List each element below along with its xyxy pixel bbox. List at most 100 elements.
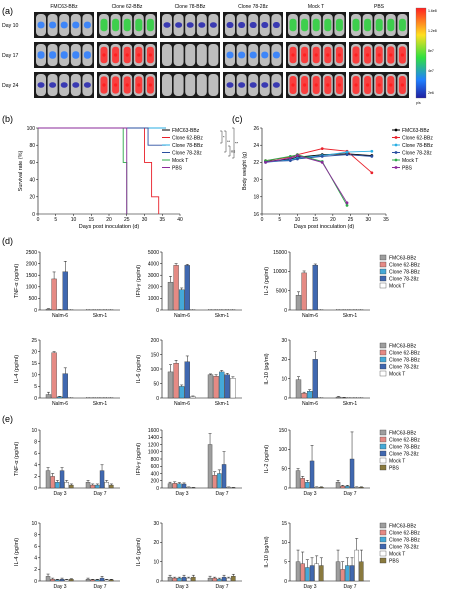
bar — [212, 577, 217, 582]
colorbar-mid2-label: 8e7 — [428, 49, 434, 53]
bar — [231, 575, 236, 582]
x-tick-label: 20 — [106, 217, 112, 223]
panel-label-c: (c) — [232, 114, 243, 124]
bioluminescence-signal — [226, 51, 234, 59]
data-point — [370, 171, 374, 175]
data-point — [288, 156, 292, 160]
bar — [109, 484, 114, 489]
panel-a-imaging: FMC63-BBz Clone 62-BBz Clone 78-BBz Clone 7… — [2, 4, 409, 98]
legend-swatch — [379, 464, 387, 471]
legend-label: Mock T — [389, 551, 405, 557]
bioluminescence-signal — [335, 18, 343, 32]
bioluminescence-hotspot — [291, 83, 295, 87]
bar — [217, 578, 222, 582]
data-point — [370, 149, 374, 153]
legend-swatch — [379, 543, 387, 550]
panel-b-survival: 0 5 10 15 20 25 30 35 40 0 20 40 60 80 100 Days post in… — [18, 126, 239, 230]
bioluminescence-signal — [289, 18, 297, 32]
bioluminescence-signal — [163, 22, 171, 28]
bar — [95, 579, 100, 582]
x-tick-label: Day 7 — [93, 584, 106, 590]
y-tick-label: 50 — [153, 381, 159, 387]
data-point — [288, 159, 292, 163]
x-axis-label: Days post inoculation (d) — [294, 224, 355, 230]
x-tick-label: 25 — [124, 217, 130, 223]
mouse-silhouette — [173, 74, 184, 96]
bar — [212, 475, 217, 489]
y-tick-label: 30 — [281, 338, 287, 344]
bar — [51, 278, 57, 311]
y-tick-label: 0 — [34, 396, 37, 402]
y-axis-label: IL-10 (pg/ml) — [264, 536, 270, 567]
y-tick-label: 22 — [253, 160, 259, 166]
significance-bracket — [220, 130, 223, 144]
y-tick-label: 10 — [281, 540, 287, 546]
legend-label: Clone 62-BBz — [389, 437, 420, 443]
legend-label: Clone 78-BBz — [389, 357, 420, 363]
legend-swatch — [379, 450, 387, 457]
bar — [345, 565, 350, 582]
panel-label-b: (b) — [2, 114, 13, 124]
legend-swatch — [379, 522, 387, 529]
bar — [184, 265, 190, 311]
bioluminescence-signal — [364, 18, 372, 32]
bioluminescence-signal — [249, 51, 257, 59]
legend-label: Clone 62-BBz — [389, 530, 420, 536]
bioluminescence-signal — [60, 82, 68, 88]
bar — [177, 577, 182, 582]
data-point — [264, 161, 267, 164]
significance-marker: ** — [235, 141, 239, 146]
mouse-silhouette — [173, 44, 184, 66]
bioluminescence-hotspot — [102, 53, 106, 57]
x-tick-label: Skm-1 — [215, 313, 230, 319]
y-tick-label: 200 — [151, 338, 160, 344]
y-tick-label: 30 — [153, 521, 159, 527]
colorbar-top-label: 1.6e8 — [428, 9, 437, 13]
bar — [57, 396, 63, 399]
y-tick-label: 80 — [29, 143, 35, 149]
y-tick-label: 20 — [281, 357, 287, 363]
bioluminescence-hotspot — [303, 53, 307, 57]
bioluminescence-signal — [301, 18, 309, 32]
bioluminescence-signal — [60, 51, 68, 59]
bar — [345, 485, 350, 489]
legend-label: Clone 62-BBz — [389, 262, 420, 268]
imaging-column-label: FMC63-BBz — [50, 4, 78, 10]
y-tick-label: 0 — [156, 308, 159, 314]
y-axis-label: Body weight (g) — [242, 152, 248, 190]
imaging-row-label: Day 17 — [2, 53, 19, 59]
bar — [59, 470, 65, 489]
legend-swatch — [379, 342, 387, 349]
bar — [181, 576, 187, 582]
bioluminescence-hotspot — [326, 53, 330, 57]
imaging-column-label: Clone 78-BBz — [175, 4, 206, 10]
legend-swatch — [379, 268, 387, 275]
x-tick-label: Day 7 — [215, 491, 228, 497]
bioluminescence-hotspot — [114, 53, 118, 57]
bar — [226, 487, 231, 489]
y-tick-label: 100 — [151, 367, 160, 373]
legend-marker — [394, 128, 398, 132]
y-tick-label: 18 — [253, 195, 259, 201]
legend-label: Mock T — [402, 158, 418, 164]
bar — [190, 396, 196, 399]
bioluminescence-signal — [49, 51, 57, 59]
y-tick-label: 100 — [279, 447, 288, 453]
bar — [319, 565, 324, 582]
bar — [99, 470, 105, 489]
bioluminescence-signal — [238, 82, 246, 88]
colorbar-mid3-label: 4e7 — [428, 69, 434, 73]
x-tick-label: 0 — [261, 217, 264, 223]
bioluminescence-signal — [312, 18, 320, 32]
legend-label: Clone 62-BBz — [402, 135, 433, 141]
y-tick-label: 16 — [253, 212, 259, 218]
y-tick-label: 500 — [29, 296, 38, 302]
data-point — [320, 161, 324, 164]
bar — [300, 478, 305, 489]
bar — [295, 561, 301, 582]
x-tick-label: 25 — [348, 217, 354, 223]
y-tick-label: 200 — [151, 479, 160, 485]
legend-label: FMC63-BBz — [389, 430, 417, 436]
bar — [335, 561, 341, 582]
